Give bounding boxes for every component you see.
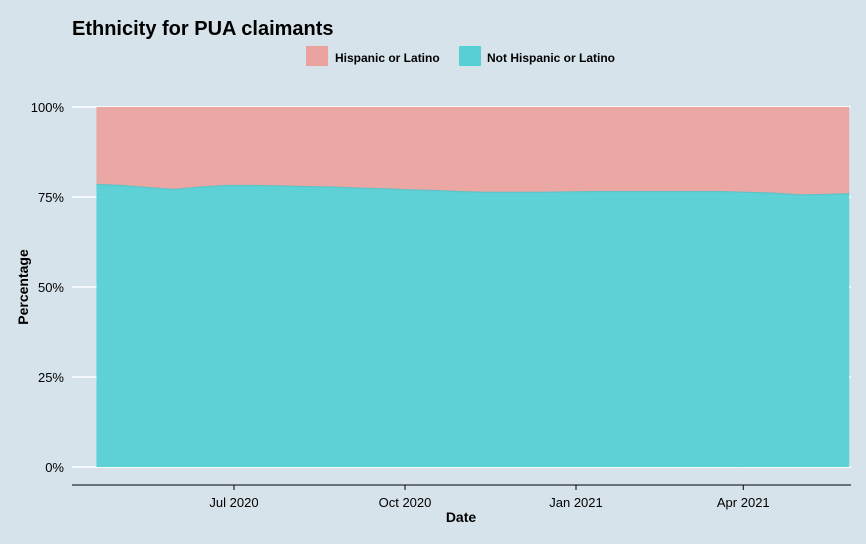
x-tick-label-2: Jan 2021 xyxy=(549,495,603,510)
x-axis: Jul 2020 Oct 2020 Jan 2021 Apr 2021 xyxy=(72,484,851,510)
x-tick-label-1: Oct 2020 xyxy=(379,495,432,510)
legend-label-hispanic: Hispanic or Latino xyxy=(335,51,440,65)
area-not-hispanic-or-latino xyxy=(96,184,850,467)
legend: Hispanic or Latino Not Hispanic or Latin… xyxy=(306,46,615,66)
x-tick-label-0: Jul 2020 xyxy=(209,495,258,510)
y-tick-label-2: 50% xyxy=(38,280,64,295)
series-boundary-line xyxy=(96,183,850,196)
x-axis-label: Date xyxy=(446,509,477,525)
area-hispanic-or-latino xyxy=(96,107,850,195)
area-series xyxy=(96,107,850,467)
y-tick-label-3: 75% xyxy=(38,190,64,205)
y-axis-ticks: 0% 25% 50% 75% 100% xyxy=(31,100,65,475)
y-tick-label-1: 25% xyxy=(38,370,64,385)
y-axis-label: Percentage xyxy=(15,249,31,325)
legend-swatch-not-hispanic xyxy=(459,46,481,66)
y-tick-label-0: 0% xyxy=(45,460,64,475)
x-tick-label-3: Apr 2021 xyxy=(717,495,770,510)
y-tick-label-4: 100% xyxy=(31,100,65,115)
legend-label-not-hispanic: Not Hispanic or Latino xyxy=(487,51,615,65)
chart-title: Ethnicity for PUA claimants xyxy=(72,18,334,40)
legend-swatch-hispanic xyxy=(306,46,328,66)
